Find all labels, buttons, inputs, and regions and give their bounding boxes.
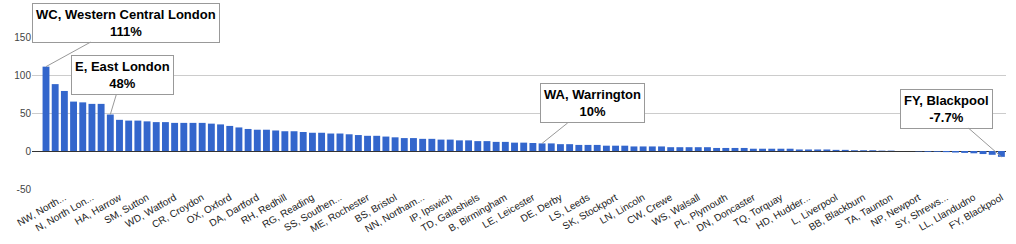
svg-text:CW, Crewe: CW, Crewe bbox=[625, 191, 675, 226]
svg-text:0: 0 bbox=[25, 146, 31, 157]
svg-text:NN, Northam...: NN, Northam... bbox=[363, 192, 426, 235]
svg-text:FY, Blackpool-7.7%: FY, Blackpool-7.7% bbox=[904, 93, 989, 125]
svg-text:-50: -50 bbox=[17, 184, 32, 195]
svg-text:LE, Leicester: LE, Leicester bbox=[480, 191, 537, 230]
svg-text:LN, Lincoln: LN, Lincoln bbox=[598, 192, 647, 227]
svg-text:RH, Redhill: RH, Redhill bbox=[239, 192, 288, 227]
svg-text:DE, Derby: DE, Derby bbox=[519, 192, 564, 225]
svg-text:HD, Hudder...: HD, Hudder... bbox=[754, 192, 812, 232]
svg-text:HA, Harrow: HA, Harrow bbox=[73, 191, 124, 227]
svg-text:E, East London48%: E, East London48% bbox=[75, 59, 170, 91]
svg-text:50: 50 bbox=[20, 108, 32, 119]
svg-text:NP, Newport: NP, Newport bbox=[869, 191, 923, 228]
svg-text:IP, Ipswich: IP, Ipswich bbox=[407, 192, 453, 225]
svg-text:100: 100 bbox=[14, 70, 31, 81]
svg-text:WD, Watford: WD, Watford bbox=[123, 192, 178, 230]
svg-text:PL, Plymouth: PL, Plymouth bbox=[672, 192, 729, 231]
svg-text:TQ, Torquay: TQ, Torquay bbox=[731, 192, 784, 229]
svg-text:LS, Leeds: LS, Leeds bbox=[547, 192, 592, 224]
svg-text:WC, Western Central London111%: WC, Western Central London111% bbox=[36, 7, 216, 39]
svg-text:NW, North...: NW, North... bbox=[15, 192, 68, 229]
svg-text:BS, Bristol: BS, Bristol bbox=[353, 192, 399, 225]
svg-text:BB, Blackburn: BB, Blackburn bbox=[807, 192, 867, 233]
svg-text:LL, Llandudno: LL, Llandudno bbox=[917, 191, 978, 232]
svg-text:DA, Dartford: DA, Dartford bbox=[207, 192, 261, 229]
svg-text:WA, Warrington10%: WA, Warrington10% bbox=[544, 87, 641, 119]
svg-text:SS, Southen...: SS, Southen... bbox=[282, 192, 343, 234]
svg-text:SK, Stockport: SK, Stockport bbox=[561, 191, 620, 231]
svg-text:DN, Doncaster: DN, Doncaster bbox=[695, 191, 758, 234]
svg-text:ME, Rochester: ME, Rochester bbox=[308, 191, 371, 234]
svg-text:FY, Blackpool: FY, Blackpool bbox=[947, 192, 1005, 232]
svg-text:SM, Sutton: SM, Sutton bbox=[102, 192, 150, 226]
svg-text:N, North Lon...: N, North Lon... bbox=[34, 192, 96, 234]
svg-text:OX, Oxford: OX, Oxford bbox=[184, 192, 233, 227]
svg-text:TA, Taunton: TA, Taunton bbox=[843, 192, 894, 228]
svg-text:SY, Shrews...: SY, Shrews... bbox=[893, 192, 950, 231]
svg-text:150: 150 bbox=[14, 32, 31, 43]
svg-text:L, Liverpool: L, Liverpool bbox=[789, 192, 839, 227]
svg-text:WS, Walsall: WS, Walsall bbox=[650, 192, 702, 228]
svg-text:RG, Reading: RG, Reading bbox=[260, 192, 316, 230]
svg-text:B, Birmingham: B, Birmingham bbox=[447, 192, 509, 234]
svg-text:TD, Galashiels: TD, Galashiels bbox=[419, 192, 481, 234]
svg-text:CR, Croydon: CR, Croydon bbox=[150, 192, 206, 230]
